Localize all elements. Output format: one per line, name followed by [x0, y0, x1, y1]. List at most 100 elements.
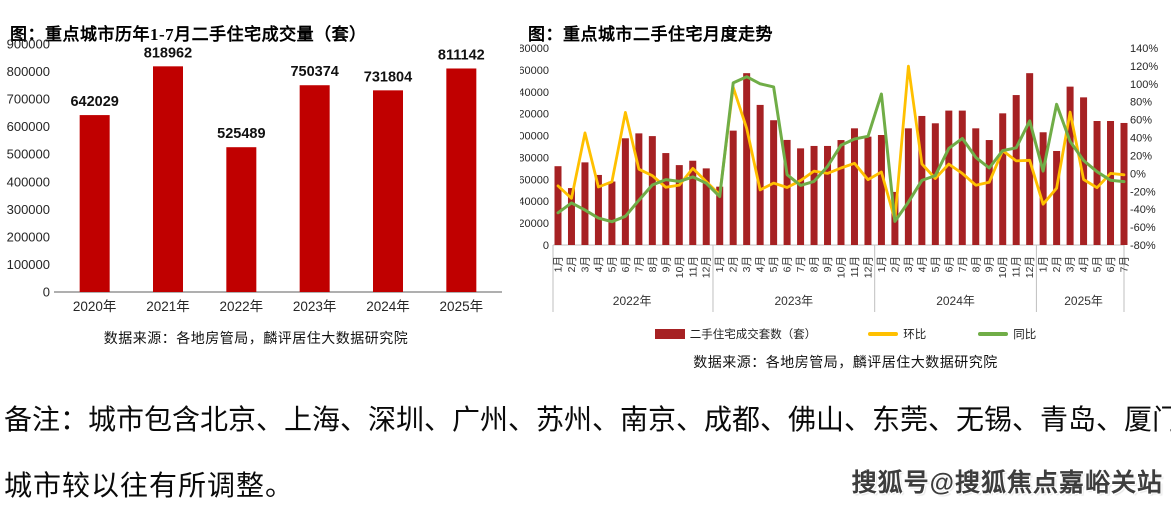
- right-right-axis-tick: 60%: [1130, 115, 1152, 127]
- right-month-tick: 5月: [1092, 256, 1104, 272]
- tongbi-line: [556, 75, 1126, 224]
- month-bar: [1039, 132, 1047, 245]
- right-left-axis-tick: 120000: [520, 109, 549, 121]
- right-month-tick: 4月: [755, 256, 767, 272]
- right-chart-plot: 0 20000 40000 60000 80000 100000 120000 140000 1…: [520, 43, 1158, 312]
- right-right-axis-tick: -60%: [1130, 222, 1156, 234]
- right-month-tick: 8月: [970, 256, 982, 272]
- tongbi-line-swatch: [978, 332, 1009, 336]
- right-month-tick: 4月: [1078, 256, 1090, 272]
- month-bar: [1107, 120, 1115, 245]
- note-line-1: 备注：城市包含北京、上海、深圳、广州、苏州、南京、成都、佛山、东莞、无锡、青岛、…: [4, 398, 1171, 438]
- right-month-tick: 1月: [876, 256, 888, 272]
- right-right-axis-tick: 40%: [1130, 133, 1152, 145]
- right-year-tick: 2024年: [936, 294, 975, 308]
- month-bar: [1120, 122, 1128, 245]
- left-y-tick: 700000: [7, 92, 50, 107]
- right-month-tick: 11月: [687, 256, 699, 277]
- huanbi-line-swatch: [868, 332, 899, 336]
- month-bar: [1093, 120, 1101, 245]
- month-bar: [783, 139, 791, 245]
- legend-label-tongbi: 同比: [1013, 329, 1037, 341]
- right-left-axis-tick: 0: [543, 240, 549, 252]
- right-month-tick: 11月: [1011, 256, 1023, 277]
- right-month-tick: 10月: [674, 256, 686, 278]
- right-right-axis-tick: -80%: [1130, 240, 1156, 252]
- right-month-tick: 2月: [566, 256, 578, 272]
- right-month-tick: 1月: [553, 256, 565, 272]
- month-bar: [877, 135, 885, 245]
- left-bar-value: 731804: [364, 69, 412, 85]
- right-month-tick: 6月: [620, 256, 632, 272]
- right-month-tick: 9月: [984, 256, 996, 272]
- right-right-axis-tick: 80%: [1130, 97, 1152, 109]
- left-x-tick: 2025年: [440, 299, 484, 314]
- right-left-axis-tick: 40000: [520, 196, 549, 208]
- right-right-axis-tick: 0%: [1130, 168, 1146, 180]
- right-year-tick: 2025年: [1064, 294, 1103, 308]
- right-month-tick: 3月: [1065, 256, 1077, 272]
- right-month-tick: 1月: [1038, 256, 1050, 272]
- right-month-tick: 9月: [822, 256, 834, 272]
- month-bar: [931, 123, 939, 245]
- left-y-tick: 200000: [7, 229, 50, 244]
- right-month-tick: 7月: [1119, 256, 1131, 272]
- month-bar: [958, 110, 966, 245]
- right-right-axis-tick: 120%: [1130, 61, 1158, 73]
- right-month-tick: 11月: [849, 256, 861, 277]
- left-bar-value: 525489: [217, 126, 265, 142]
- right-right-axis-tick: -40%: [1130, 204, 1156, 216]
- month-bar: [1053, 150, 1061, 245]
- left-x-tick: 2020年: [73, 299, 117, 314]
- right-month-tick: 8月: [647, 256, 659, 272]
- right-right-axis-tick: 140%: [1130, 43, 1158, 55]
- right-year-tick: 2022年: [613, 294, 652, 308]
- left-bar-2024年: [373, 90, 403, 292]
- month-bar: [594, 174, 602, 245]
- left-chart-source: 数据来源：各地房管局，麟评居住大数据研究院: [103, 332, 409, 347]
- left-y-tick: 400000: [7, 174, 50, 189]
- month-bar: [972, 128, 980, 245]
- right-month-tick: 7月: [795, 256, 807, 272]
- legend-label-huanbi: 环比: [903, 329, 927, 341]
- legend-item-bars: 二手住宅成交套数（套）: [654, 326, 816, 342]
- month-bar: [702, 168, 710, 245]
- legend-item-tongbi: 同比: [978, 326, 1036, 342]
- right-month-tick: 6月: [943, 256, 955, 272]
- left-x-tick: 2021年: [146, 299, 190, 314]
- month-bar: [797, 148, 805, 245]
- month-bar: [810, 145, 818, 245]
- month-bar: [837, 140, 845, 245]
- right-month-tick: 1月: [714, 256, 726, 272]
- left-x-tick: 2023年: [293, 299, 337, 314]
- left-bar-value: 750374: [290, 64, 338, 80]
- left-y-tick: 800000: [7, 64, 50, 79]
- left-chart-title: 图：重点城市历年1-7月二手住宅成交量（套）: [10, 25, 367, 45]
- right-month-tick: 10月: [997, 256, 1009, 278]
- right-month-tick: 6月: [782, 256, 794, 272]
- month-bar: [567, 188, 575, 245]
- left-bar-2021年: [153, 66, 183, 292]
- right-right-axis-tick: -20%: [1130, 186, 1156, 198]
- right-month-tick: 10月: [836, 256, 848, 278]
- right-month-tick: 5月: [768, 256, 780, 272]
- right-left-axis-tick: 160000: [520, 65, 549, 77]
- month-bar: [743, 73, 751, 245]
- month-bar: [554, 166, 562, 245]
- right-left-axis-tick: 180000: [520, 43, 549, 55]
- right-year-tick: 2023年: [774, 294, 813, 308]
- right-left-axis-tick: 80000: [520, 152, 549, 164]
- right-month-tick: 5月: [930, 256, 942, 272]
- left-x-tick: 2022年: [220, 299, 264, 314]
- left-y-tick: 500000: [7, 147, 50, 162]
- month-bar: [621, 138, 629, 245]
- right-month-tick: 12月: [701, 256, 713, 278]
- left-y-tick: 100000: [7, 257, 50, 272]
- note-line-1-text: 备注：城市包含北京、上海、深圳、广州、苏州、南京、成都、佛山、东莞、无锡、青岛、…: [4, 405, 1171, 436]
- month-bar: [864, 136, 872, 245]
- month-bar: [648, 136, 656, 245]
- right-month-tick: 3月: [741, 256, 753, 272]
- left-y-tick: 900000: [7, 37, 50, 52]
- watermark: 搜狐号@搜狐焦点嘉峪关站: [851, 469, 1163, 497]
